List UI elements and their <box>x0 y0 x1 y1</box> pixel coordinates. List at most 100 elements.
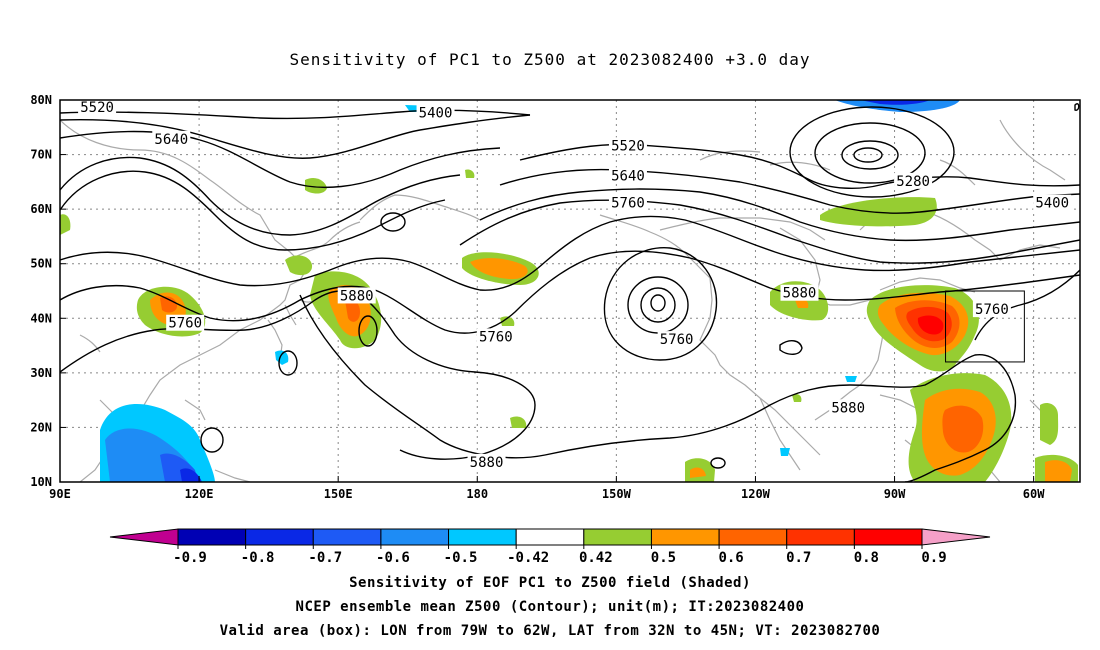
colorbar-label: -0.9 <box>173 550 207 566</box>
caption-line-3: Valid area (box): LON from 79W to 62W, L… <box>219 623 881 639</box>
map-frame <box>59 99 1081 483</box>
contour-label-text: 5760 <box>660 332 694 348</box>
contour-label-text: 5880 <box>783 286 817 302</box>
colorbar-label: 0.9 <box>921 550 946 566</box>
valid-area-box <box>945 290 1025 363</box>
contour-label: 5400 <box>416 104 455 122</box>
latitude-axis: 80N 70N 60N 50N 40N 30N 20N 10N <box>30 93 66 489</box>
contour-label: 5640 <box>608 167 647 184</box>
contour-label: 5880 <box>467 453 506 471</box>
colorbar-label: 0.42 <box>579 550 613 566</box>
colorbar-low-triangle <box>109 528 179 546</box>
contour-label: 5520 <box>608 137 647 154</box>
colorbar-label: 0.8 <box>854 550 879 566</box>
colorbar-segment <box>380 528 450 546</box>
colorbar-label: 0.7 <box>786 550 811 566</box>
lat-tick-label: 20N <box>30 420 52 434</box>
lon-tick-label: 90W <box>884 487 906 501</box>
contour-label: 5760 <box>972 301 1011 318</box>
contour-labels: 5520 5400 5640 5520 5640 5760 5280 5400 5880 5760… <box>78 99 1072 471</box>
contour-label-bg <box>608 194 647 211</box>
contour-label-bg <box>894 172 933 189</box>
contour-label: 5880 <box>337 287 376 304</box>
contour-label: 5880 <box>780 284 819 302</box>
contour-label-bg <box>829 399 868 416</box>
lat-tick-label: 10N <box>30 475 52 489</box>
contour-label-text: 5400 <box>1035 196 1069 212</box>
plot-title: Sensitivity of PC1 to Z500 at 2023082400… <box>289 50 811 69</box>
contour-label: 5760 <box>166 314 205 332</box>
colorbar-label: -0.6 <box>376 550 410 566</box>
longitude-axis: 90E 120E 150E 180 150W 120W 90W 60W <box>49 476 1045 501</box>
contour-label-bg <box>476 328 515 345</box>
z500-contours <box>60 103 1080 482</box>
lat-tick-label: 60N <box>30 202 52 216</box>
lat-tick-label: 80N <box>30 93 52 107</box>
colorbar-label: -0.42 <box>507 550 549 566</box>
colorbar-segment <box>515 528 585 546</box>
contour-label-bg <box>608 137 647 154</box>
colorbar-segment <box>853 528 923 546</box>
contour-label-bg <box>780 284 819 301</box>
lon-tick-label: 180 <box>466 487 488 501</box>
colorbar-label: 0.5 <box>651 550 676 566</box>
caption-line-1: Sensitivity of EOF PC1 to Z500 field (Sh… <box>349 575 751 591</box>
contour-label-bg <box>657 331 696 348</box>
lon-tick-label: 120E <box>185 487 214 501</box>
contour-label-text: 5760 <box>168 316 202 332</box>
colorbar-label: 0.6 <box>718 550 743 566</box>
contour-label: 5640 <box>152 130 191 148</box>
colorbar-segment <box>448 528 517 546</box>
colorbar-segment <box>583 528 652 546</box>
colorbar-segment <box>650 528 720 546</box>
lon-tick-label: 120W <box>741 487 771 501</box>
contour-label-text: 5640 <box>154 132 188 148</box>
contour-label: 5880 <box>829 399 868 416</box>
contour-label-bg <box>1033 194 1072 211</box>
colorbar: -0.9 -0.8 -0.7 -0.6 -0.5 -0.42 0.42 0.5 0.6 0.7 0.… <box>109 528 991 566</box>
colorbar-segment <box>786 528 855 546</box>
contour-label-text: 5760 <box>975 302 1009 318</box>
colorbar-segment <box>177 528 247 546</box>
contour-label-text: 5640 <box>611 168 645 184</box>
colorbar-segment <box>312 528 382 546</box>
contour-label-text: 5400 <box>419 106 453 122</box>
lat-tick-label: 50N <box>30 257 52 271</box>
lon-tick-label: 150W <box>602 487 632 501</box>
contour-label-bg <box>166 314 205 331</box>
lon-tick-label: 90E <box>49 487 71 501</box>
colorbar-segment <box>245 528 314 546</box>
contour-label-bg <box>608 167 647 184</box>
contour-label-text: 5760 <box>479 329 513 345</box>
caption-line-2: NCEP ensemble mean Z500 (Contour); unit(… <box>295 599 805 615</box>
contour-label: 5760 <box>657 331 696 348</box>
colorbar-high-triangle <box>921 528 991 546</box>
colorbar-label: -0.8 <box>241 550 275 566</box>
contour-label-text: 5880 <box>831 400 865 416</box>
contour-label: 5760 <box>476 328 515 345</box>
contour-label-text: 5880 <box>470 455 504 471</box>
colorbar-label: -0.7 <box>308 550 342 566</box>
lat-tick-label: 40N <box>30 311 52 325</box>
contour-label: 5520 <box>78 99 117 116</box>
contour-label-text: 5280 <box>896 174 930 190</box>
contour-label-bg <box>467 453 506 470</box>
lon-tick-label: 60W <box>1023 487 1045 501</box>
sensitivity-shading <box>60 100 1078 482</box>
contour-label-bg <box>337 287 376 304</box>
contour-label: 5760 <box>608 194 647 212</box>
contour-label-bg <box>972 301 1011 318</box>
contour-label-text: 5520 <box>80 100 114 116</box>
contour-label-bg <box>152 130 191 147</box>
lon-tick-label: 150E <box>324 487 353 501</box>
colorbar-label: -0.5 <box>444 550 478 566</box>
lat-tick-label: 70N <box>30 148 52 162</box>
contour-label-text: 5520 <box>611 138 645 154</box>
contour-label-bg <box>416 104 455 121</box>
contour-label-bg <box>78 99 117 116</box>
grid-lines <box>60 100 1080 482</box>
contour-label-text: 5880 <box>340 288 374 304</box>
contour-label: 5280 <box>894 172 933 190</box>
contour-label-text: 5760 <box>611 196 645 212</box>
